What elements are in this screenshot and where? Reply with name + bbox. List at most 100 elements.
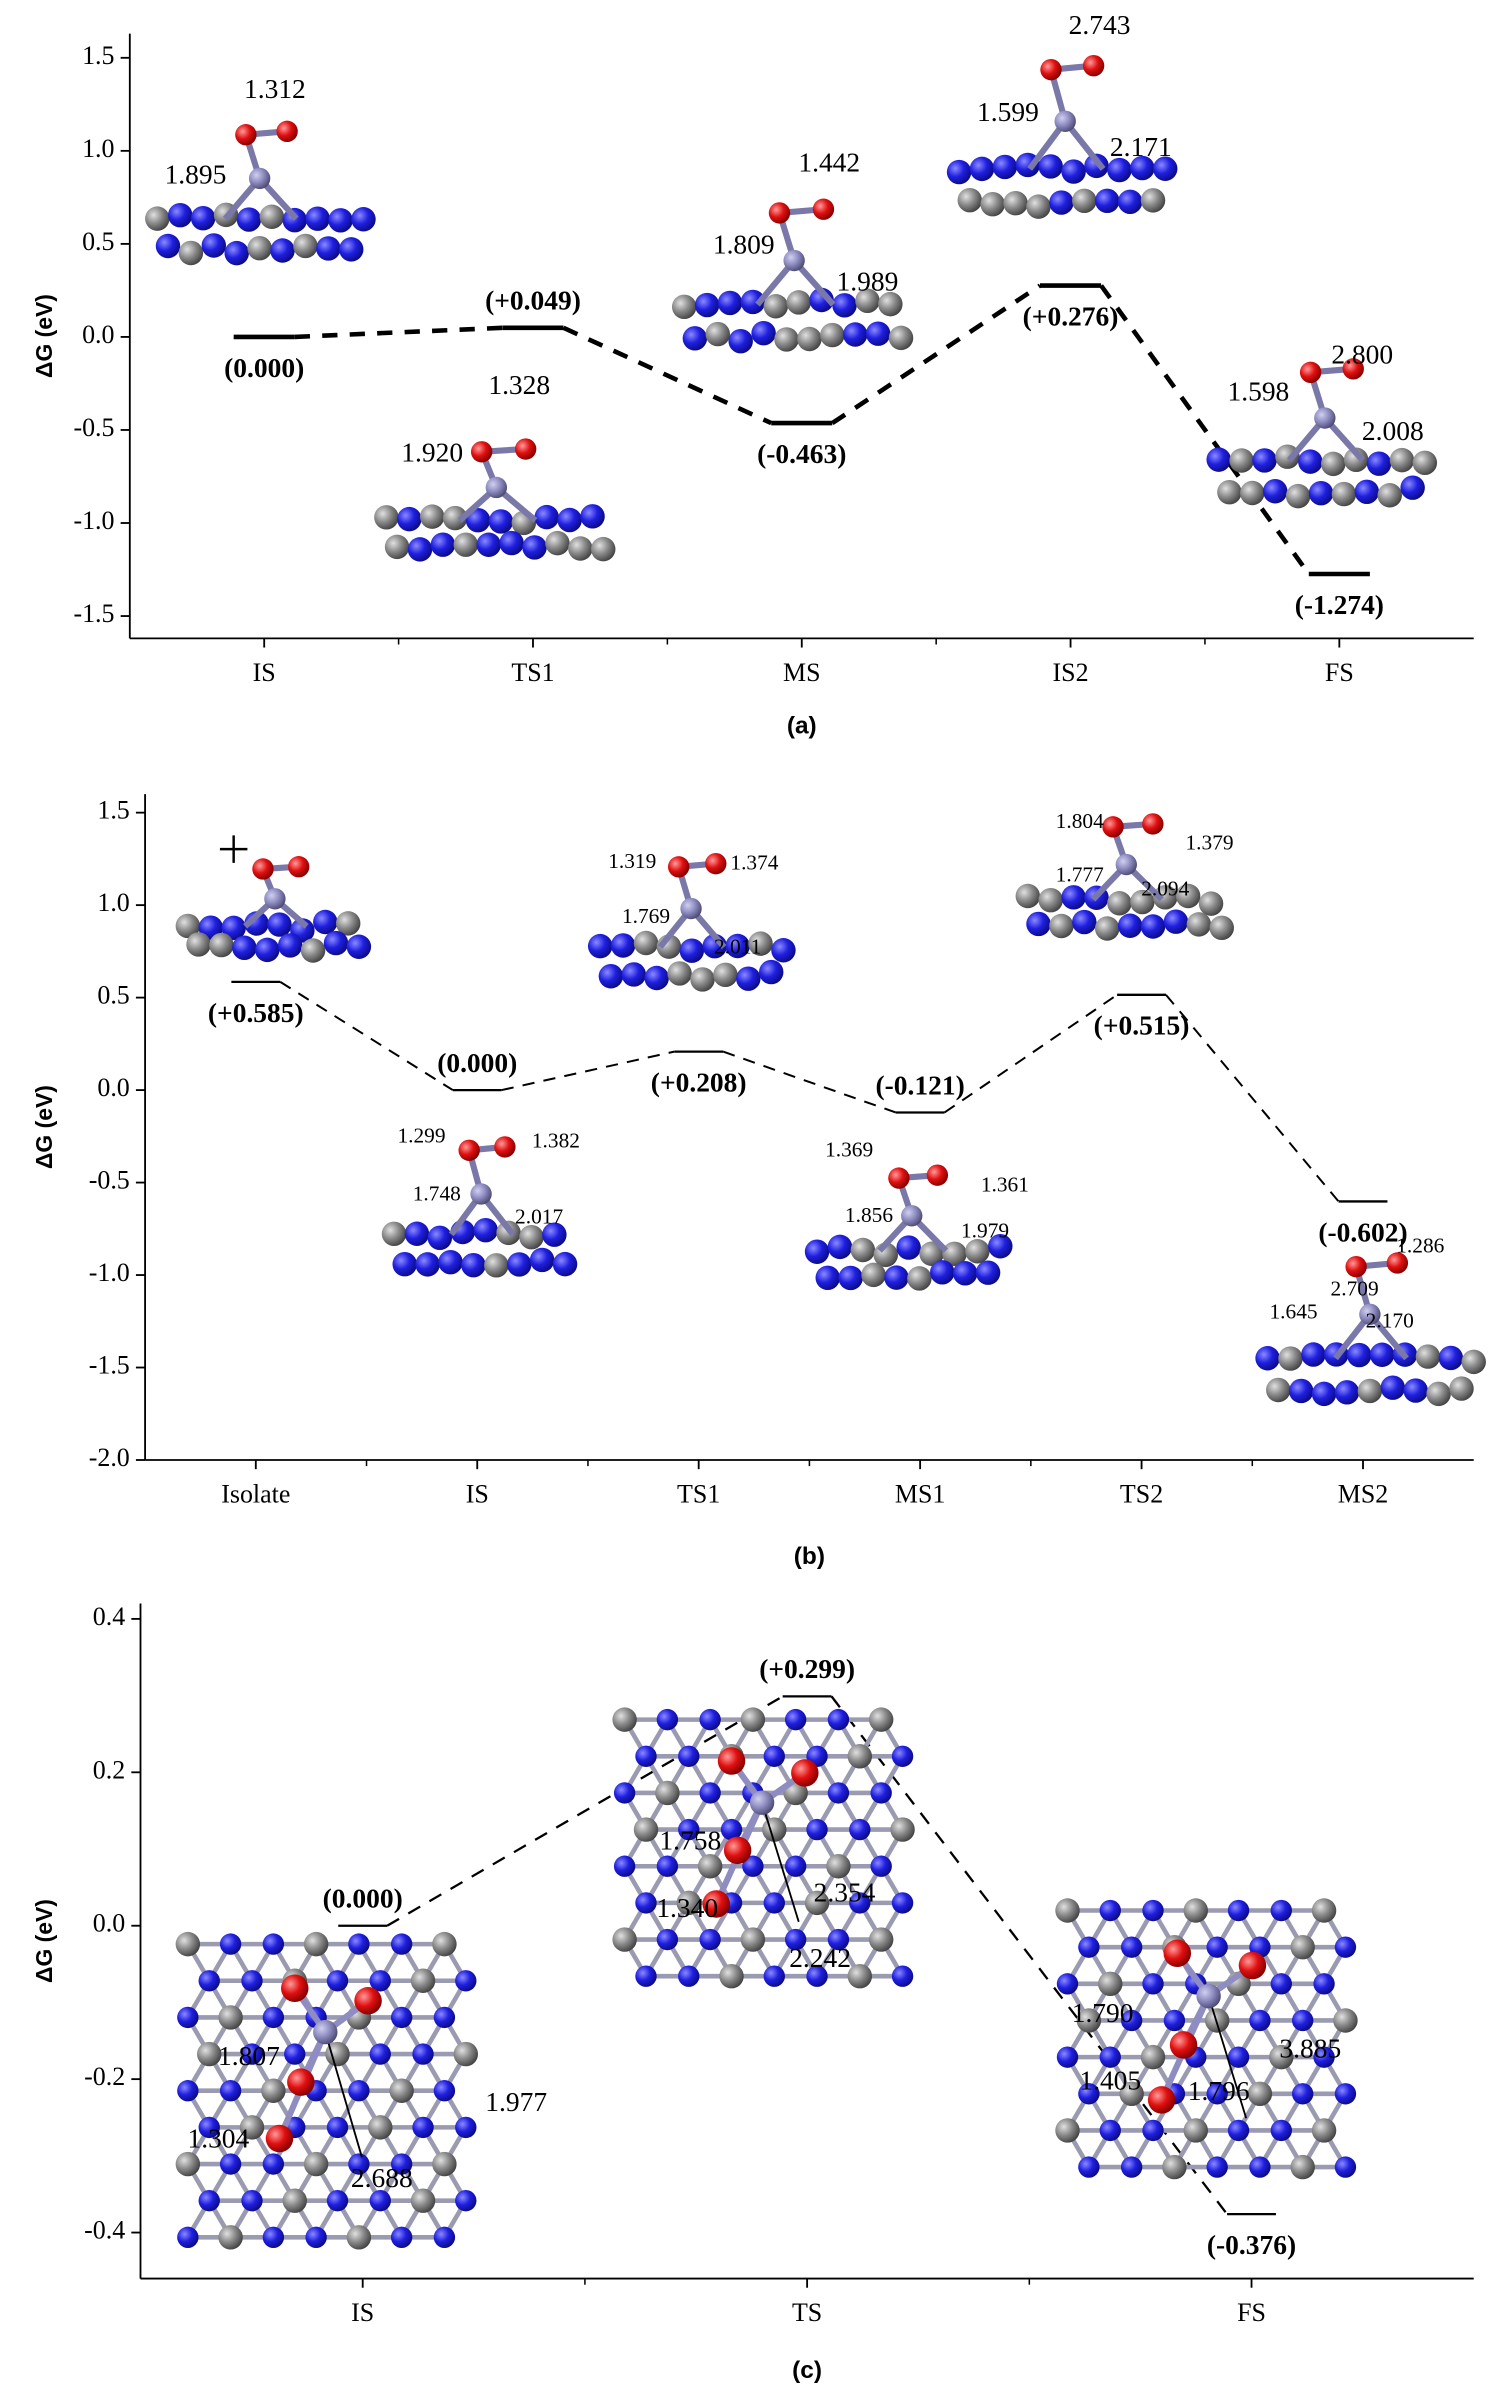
bond-length-label: 1.979: [961, 1218, 1009, 1242]
atom: [1206, 447, 1231, 472]
atom: [1142, 1973, 1164, 1995]
atom: [1049, 190, 1074, 215]
atom: [1311, 1898, 1337, 1923]
y-tick-label: 0.0: [97, 1073, 129, 1102]
atom: [177, 2006, 199, 2029]
y-tick-label: -1.5: [89, 1350, 130, 1379]
atom: [667, 961, 692, 986]
x-tick-label: Isolate: [221, 1480, 290, 1509]
molecule-image: [1206, 358, 1438, 509]
atom: [690, 967, 715, 992]
atom: [389, 2078, 414, 2103]
atom: [612, 1927, 637, 1952]
oxygen-atom: [667, 856, 690, 878]
atom: [390, 2226, 413, 2249]
atom: [175, 1931, 201, 1957]
atom: [219, 1933, 242, 1955]
atom: [433, 2226, 456, 2249]
atom: [303, 2151, 329, 2177]
atom: [1313, 1973, 1335, 1995]
molecule-image: [381, 1136, 578, 1278]
atom: [1415, 1344, 1441, 1369]
atom: [326, 2189, 349, 2212]
x-tick-label: FS: [1237, 2298, 1266, 2327]
atom: [529, 1247, 555, 1273]
atom: [1266, 1377, 1291, 1403]
oxygen-atom: [1147, 2086, 1176, 2114]
metal-atom: [1115, 853, 1137, 876]
atom: [1119, 2081, 1144, 2106]
atom: [412, 2043, 434, 2065]
atom: [1377, 483, 1402, 508]
atom: [1270, 2119, 1292, 2142]
value-label: (0.000): [224, 353, 304, 383]
bond-length-label: 1.379: [1185, 830, 1233, 854]
y-tick-label: 0.4: [93, 1602, 125, 1631]
atom: [598, 964, 624, 989]
bond-length-label: 1.598: [1227, 376, 1289, 406]
atom: [348, 2080, 370, 2102]
atom: [262, 2006, 285, 2029]
atom: [519, 1224, 544, 1250]
bond-guide: [1207, 1995, 1248, 2119]
atom: [303, 1931, 329, 1957]
bond-length-label: 2.011: [714, 934, 761, 958]
atom: [1412, 450, 1438, 476]
atom: [849, 1892, 871, 1914]
atom: [484, 1253, 509, 1278]
atom: [635, 1745, 657, 1767]
bond-length-label: 1.769: [622, 904, 670, 928]
atom: [849, 1818, 871, 1841]
atom: [656, 1928, 679, 1951]
atom: [412, 2116, 434, 2139]
atom: [1198, 891, 1224, 916]
atom: [678, 1818, 700, 1841]
metal-atom: [264, 888, 286, 910]
bond-length-label: 1.758: [659, 1826, 721, 1856]
atom: [368, 2115, 393, 2140]
atom: [348, 2153, 370, 2175]
atom: [201, 233, 227, 258]
atom: [534, 504, 559, 530]
atom: [1094, 916, 1120, 941]
atom: [262, 1933, 285, 1955]
bond-length-label: 2.170: [1366, 1308, 1414, 1332]
atom: [1206, 2083, 1228, 2105]
atom: [348, 1933, 370, 1955]
y-tick-label: -2.0: [89, 1443, 130, 1472]
connector: [1099, 284, 1311, 576]
atom: [305, 2226, 327, 2249]
oxygen-atom: [1163, 1939, 1192, 1968]
bond-length-label: 2.354: [814, 1878, 876, 1908]
atom: [397, 506, 422, 532]
y-tick-label: 0.0: [93, 1909, 125, 1938]
molecule-image: [671, 198, 914, 354]
atom: [613, 1855, 636, 1877]
atom: [221, 915, 246, 941]
bond-length-label: 1.361: [981, 1173, 1029, 1197]
oxygen-atom: [470, 441, 493, 463]
molecule-image: [1055, 1898, 1358, 2180]
atom: [896, 1235, 921, 1260]
atom: [241, 2189, 263, 2212]
atom: [870, 1782, 892, 1804]
atom: [1227, 2119, 1250, 2142]
atom: [1153, 885, 1178, 910]
atom: [635, 1965, 657, 1987]
bond-length-label: 1.340: [656, 1893, 718, 1923]
atom: [870, 1855, 892, 1877]
metal-atom: [485, 476, 508, 499]
bond-length-label: 1.405: [1079, 2065, 1141, 2095]
atom: [713, 962, 738, 988]
atom: [763, 1965, 785, 1987]
atom: [890, 1817, 915, 1842]
atom: [1343, 447, 1369, 472]
oxygen-atom: [1238, 1951, 1267, 1980]
atom: [591, 536, 616, 562]
atom: [262, 2226, 285, 2249]
oxygen-atom: [1169, 2031, 1198, 2059]
atom: [390, 2153, 413, 2175]
atom: [1094, 188, 1120, 214]
atom: [1015, 883, 1041, 909]
atom: [410, 2188, 436, 2213]
